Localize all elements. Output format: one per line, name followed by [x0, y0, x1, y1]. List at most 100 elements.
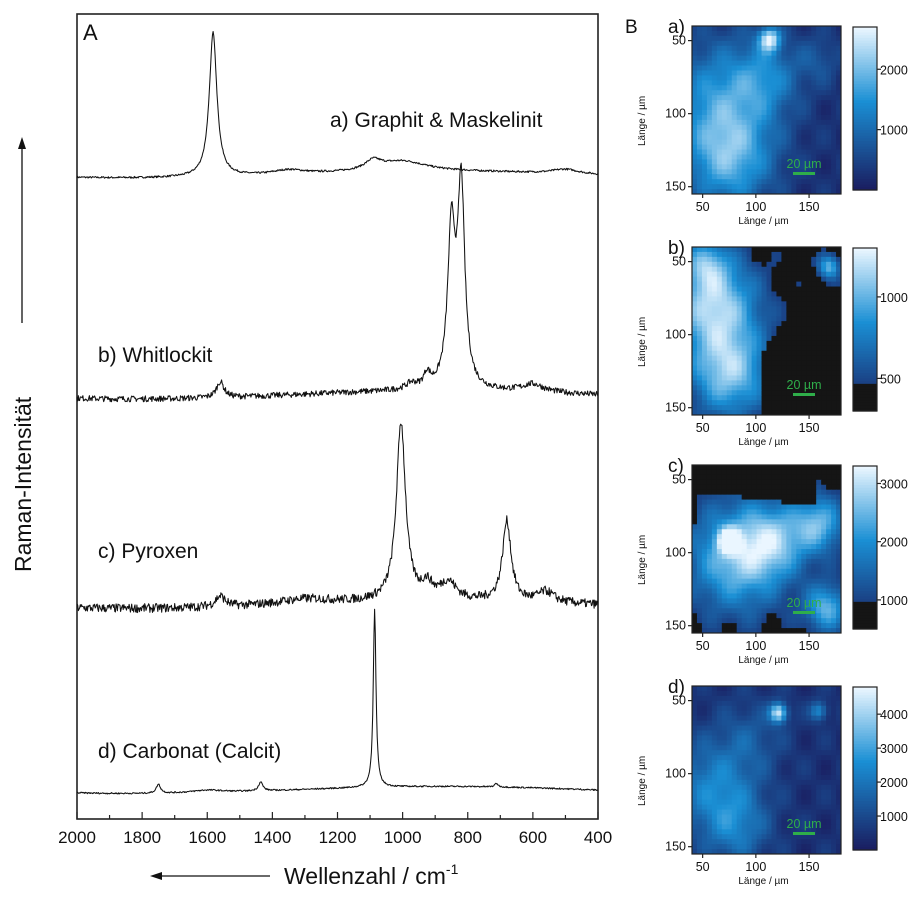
map-cell [701, 735, 708, 741]
map-cell [766, 834, 772, 840]
map-cell [831, 494, 837, 501]
colorbar-step [853, 841, 877, 846]
map-cell [791, 710, 797, 717]
map-cell [776, 745, 782, 751]
map-cell [701, 824, 708, 830]
map-cell [771, 465, 777, 471]
map-cell [836, 593, 842, 599]
map-cell [716, 144, 723, 151]
map-cell [741, 90, 748, 96]
map-cell [801, 119, 807, 126]
map-cell [751, 271, 758, 278]
map-cell [756, 169, 763, 175]
map-cell [801, 159, 807, 165]
map-cell [701, 534, 708, 540]
map-cell [696, 809, 703, 815]
map-cell [791, 715, 797, 722]
map-cell [796, 75, 802, 81]
map-cell [706, 784, 713, 791]
map-cell [796, 26, 802, 32]
map-cell [711, 499, 718, 506]
map-cell [692, 100, 698, 106]
map-cell [741, 504, 748, 510]
map-cell [731, 105, 738, 111]
map-cell [816, 804, 822, 811]
map-cell [831, 519, 837, 525]
map-cell [821, 169, 827, 175]
map-cell [726, 65, 733, 71]
map-cell [806, 144, 812, 151]
map-cell [721, 114, 728, 121]
map-cell [771, 720, 777, 727]
map-cell [746, 256, 753, 263]
map-cell [706, 281, 713, 288]
map-cell [826, 286, 832, 292]
colorbar-step [853, 615, 877, 619]
map-cell [816, 499, 822, 506]
map-cell [741, 755, 748, 761]
map-cell [751, 335, 758, 342]
map-cell [826, 809, 832, 815]
map-cell [806, 271, 812, 278]
map-cell [786, 784, 792, 791]
map-cell [821, 35, 827, 42]
map-cell [791, 553, 797, 560]
map-cell [716, 291, 723, 297]
map-cell [706, 75, 713, 81]
map-cell [751, 95, 758, 101]
map-cell [736, 331, 743, 337]
map-cell [716, 247, 723, 253]
map-cell [811, 321, 817, 327]
map-cell [821, 75, 827, 81]
map-cell [711, 184, 718, 190]
map-cell [831, 50, 837, 57]
map-cell [781, 539, 787, 545]
map-cell [826, 623, 832, 629]
map-cell [701, 247, 708, 253]
map-cell [831, 469, 837, 476]
map-cell [796, 465, 802, 471]
map-cell [766, 400, 772, 406]
map-cell [771, 489, 777, 496]
map-cell [746, 824, 753, 830]
map-cell [826, 345, 832, 352]
map-cell [831, 779, 837, 786]
map-cell [816, 26, 822, 32]
map-cell [821, 469, 827, 476]
map-cell [801, 375, 807, 381]
map-cell [756, 55, 763, 62]
map-cell [736, 316, 743, 322]
map-cell [801, 509, 807, 515]
map-cell [692, 534, 698, 540]
map-cell [751, 266, 758, 273]
map-cell [826, 755, 832, 761]
map-cell [736, 829, 743, 835]
map-cell [836, 539, 842, 545]
colorbar-step [853, 127, 877, 131]
map-cell [816, 134, 822, 141]
map-cell [786, 149, 792, 155]
map-cell [786, 154, 792, 160]
map-cell [811, 256, 817, 263]
map-cell [811, 159, 817, 165]
map-cell [821, 276, 827, 283]
map-cell [731, 40, 738, 47]
map-cell [771, 578, 777, 585]
map-cell [826, 529, 832, 535]
map-cell [751, 558, 758, 565]
map-cell [766, 849, 772, 855]
map-cell [696, 770, 703, 776]
map-cell [706, 578, 713, 585]
map-cell [831, 75, 837, 81]
map-cell [731, 573, 738, 580]
map-cell [692, 110, 698, 116]
map-cell [736, 578, 743, 585]
map-cell [801, 755, 807, 761]
map-cell [751, 705, 758, 712]
map-cell [711, 534, 718, 540]
colorbar-step [853, 703, 877, 707]
map-cell [811, 26, 817, 32]
map-cell [806, 26, 812, 32]
map-cell [746, 40, 753, 47]
map-cell [831, 100, 837, 106]
